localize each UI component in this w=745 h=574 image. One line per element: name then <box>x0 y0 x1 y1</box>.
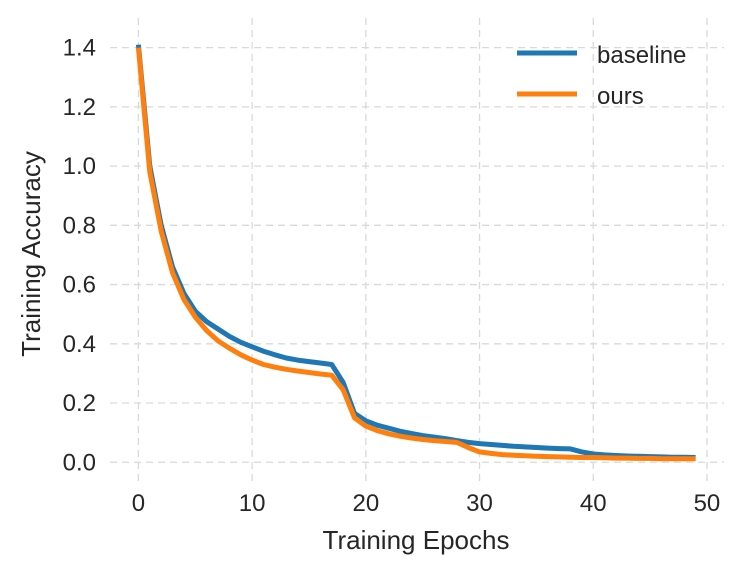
y-tick-label: 0.2 <box>63 390 96 417</box>
x-axis-ticks: 0 10 20 30 40 50 <box>132 490 721 517</box>
series-line-baseline <box>135 44 696 460</box>
legend: baseline ours <box>517 42 686 110</box>
y-tick-label: 0.8 <box>63 212 96 239</box>
series-line-ours <box>135 47 696 462</box>
y-tick-label: 0.4 <box>63 331 96 358</box>
x-tick-label: 40 <box>580 490 607 517</box>
x-tick-label: 50 <box>694 490 721 517</box>
y-tick-label: 1.4 <box>63 35 96 62</box>
x-tick-label: 10 <box>239 490 266 517</box>
legend-label-ours: ours <box>597 83 644 110</box>
series-layer <box>135 44 696 462</box>
y-axis-label: Training Accuracy <box>16 151 46 357</box>
grid <box>110 18 724 483</box>
y-tick-label: 1.0 <box>63 153 96 180</box>
x-tick-label: 0 <box>132 490 145 517</box>
y-tick-label: 0.6 <box>63 272 96 299</box>
x-axis-label: Training Epochs <box>323 525 510 555</box>
y-tick-label: 0.0 <box>63 449 96 476</box>
y-tick-label: 1.2 <box>63 94 96 121</box>
x-tick-label: 30 <box>466 490 493 517</box>
x-tick-label: 20 <box>352 490 379 517</box>
legend-label-baseline: baseline <box>597 42 686 69</box>
y-axis-ticks: 0.0 0.2 0.4 0.6 0.8 1.0 1.2 1.4 <box>63 35 96 477</box>
